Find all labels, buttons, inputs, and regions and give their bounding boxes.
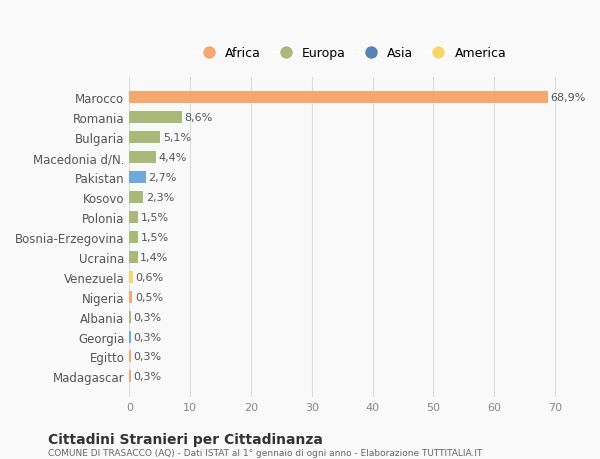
- Bar: [130, 351, 131, 363]
- Bar: [130, 251, 138, 263]
- Text: 1,5%: 1,5%: [141, 232, 169, 242]
- Bar: [130, 271, 133, 283]
- Text: 1,5%: 1,5%: [141, 213, 169, 223]
- Text: 2,3%: 2,3%: [146, 193, 174, 202]
- Bar: [130, 132, 160, 144]
- Legend: Africa, Europa, Asia, America: Africa, Europa, Asia, America: [191, 42, 511, 65]
- Text: 4,4%: 4,4%: [158, 153, 187, 163]
- Text: 1,4%: 1,4%: [140, 252, 169, 262]
- Bar: [130, 152, 156, 164]
- Bar: [130, 191, 143, 203]
- Text: 8,6%: 8,6%: [184, 113, 212, 123]
- Text: 0,3%: 0,3%: [134, 372, 162, 381]
- Text: 0,3%: 0,3%: [134, 332, 162, 342]
- Bar: [130, 92, 548, 104]
- Text: 68,9%: 68,9%: [551, 93, 586, 103]
- Text: Cittadini Stranieri per Cittadinanza: Cittadini Stranieri per Cittadinanza: [48, 432, 323, 446]
- Text: 0,6%: 0,6%: [136, 272, 164, 282]
- Bar: [130, 172, 146, 184]
- Text: 2,7%: 2,7%: [148, 173, 176, 183]
- Bar: [130, 291, 133, 303]
- Text: 0,3%: 0,3%: [134, 352, 162, 362]
- Bar: [130, 370, 131, 382]
- Bar: [130, 231, 139, 243]
- Text: 0,3%: 0,3%: [134, 312, 162, 322]
- Text: 5,1%: 5,1%: [163, 133, 191, 143]
- Bar: [130, 112, 182, 124]
- Bar: [130, 331, 131, 343]
- Bar: [130, 311, 131, 323]
- Text: 0,5%: 0,5%: [135, 292, 163, 302]
- Bar: [130, 212, 139, 224]
- Text: COMUNE DI TRASACCO (AQ) - Dati ISTAT al 1° gennaio di ogni anno - Elaborazione T: COMUNE DI TRASACCO (AQ) - Dati ISTAT al …: [48, 448, 482, 457]
